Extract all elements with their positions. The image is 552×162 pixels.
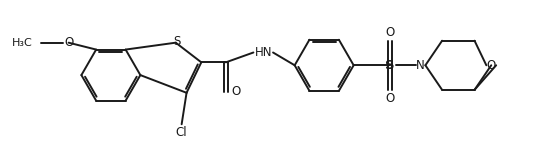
Text: S: S — [385, 59, 395, 72]
Text: O: O — [385, 92, 395, 105]
Text: HN: HN — [254, 46, 272, 59]
Text: Cl: Cl — [176, 126, 188, 139]
Text: O: O — [487, 59, 496, 72]
Text: O: O — [64, 36, 73, 49]
Text: N: N — [416, 59, 425, 72]
Text: S: S — [173, 35, 181, 48]
Text: O: O — [385, 26, 395, 39]
Text: H₃C: H₃C — [12, 38, 32, 48]
Text: O: O — [232, 85, 241, 98]
